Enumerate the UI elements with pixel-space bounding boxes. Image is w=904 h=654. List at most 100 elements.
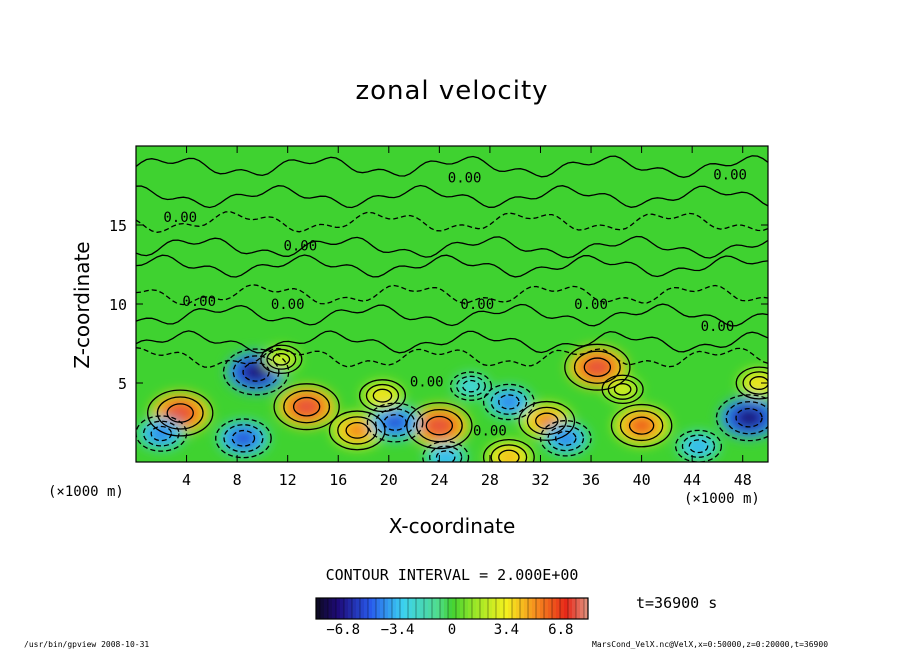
contour-line [136, 211, 768, 233]
colorbar-cell [456, 598, 461, 619]
contour-line [674, 429, 723, 462]
contour-line [136, 284, 768, 306]
contour-line [273, 383, 340, 431]
field-anomaly-10 [388, 418, 402, 427]
contour-line [526, 406, 567, 436]
contour-line [136, 303, 768, 327]
colorbar-cell [564, 598, 569, 619]
colorbar-cell [344, 598, 349, 619]
colorbar-cell [512, 598, 517, 619]
colorbar-cell [408, 598, 413, 619]
colorbar-cell [508, 598, 513, 619]
colorbar-cell [520, 598, 525, 619]
contour-line [232, 355, 280, 389]
colorbar-cell [524, 598, 529, 619]
field-anomaly-9 [237, 433, 250, 443]
colorbar-cell [568, 598, 573, 619]
x-tick-label: 24 [430, 471, 448, 489]
colorbar-tick-label: −3.4 [380, 622, 415, 638]
contour-line [406, 402, 473, 450]
contour-line [345, 422, 369, 439]
colorbar-frame [315, 597, 589, 620]
contour-line [283, 390, 331, 424]
contour-line [688, 439, 709, 454]
x-tick-label: 8 [233, 471, 242, 489]
colorbar-cell [544, 598, 549, 619]
contour-label: 0.00 [701, 319, 735, 335]
contour-line [365, 383, 400, 408]
contour-line [136, 184, 768, 209]
contour-line [147, 389, 214, 437]
colorbar-cell [396, 598, 401, 619]
contour-line [518, 400, 576, 441]
colorbar-cell [576, 598, 581, 619]
x-unit-right: (×1000 m) [684, 491, 760, 507]
colorbar-tick-label: −6.8 [326, 622, 361, 638]
field-anomaly-14 [691, 441, 706, 452]
contour-label: 0.00 [182, 294, 216, 310]
colorbar-cell [328, 598, 333, 619]
contour-line [490, 444, 528, 462]
contour-line [715, 394, 768, 442]
x-tick-label: 16 [329, 471, 347, 489]
colorbar-cell [320, 598, 325, 619]
contour-line [150, 425, 173, 442]
colorbar-cell [384, 598, 389, 619]
contour-line [292, 396, 321, 417]
x-tick-label: 40 [633, 471, 651, 489]
x-tick-label: 44 [683, 471, 701, 489]
colorbar-cell [420, 598, 425, 619]
contour-line [619, 410, 664, 442]
contour-line [547, 425, 585, 452]
field-anomaly-16 [503, 453, 515, 462]
colorbar-cell [352, 598, 357, 619]
contour-line [725, 401, 768, 435]
contour-line [681, 434, 716, 458]
colorbar-cell [488, 598, 493, 619]
colorbar-cell [548, 598, 553, 619]
contour-line [435, 450, 456, 462]
field-anomaly-1 [174, 408, 187, 418]
contour-line [358, 379, 407, 413]
x-tick-label: 20 [380, 471, 398, 489]
field-anomaly-2 [300, 402, 313, 411]
contour-label: 0.00 [283, 239, 317, 255]
colorbar-tick-label: 0 [447, 622, 457, 638]
colorbar-cell [580, 598, 585, 619]
colorbar-cell [340, 598, 345, 619]
field-anomaly-11 [503, 397, 515, 406]
contour-line [383, 414, 407, 431]
contour-interval-label: CONTOUR INTERVAL = 2.000E+00 [325, 566, 579, 584]
contour-line [136, 330, 768, 354]
contour-line [366, 402, 424, 443]
contour-line [215, 418, 272, 459]
contour-line [455, 375, 486, 397]
colorbar-cell [376, 598, 381, 619]
colorbar-cell [348, 598, 353, 619]
footer-command: /usr/bin/gpview 2008-10-31 [24, 640, 150, 649]
colorbar-cell [460, 598, 465, 619]
y-tick-label: 10 [109, 296, 127, 314]
colorbar-cell [360, 598, 365, 619]
contour-line [613, 383, 632, 396]
contour-line [554, 430, 577, 446]
contour-line [272, 353, 291, 366]
contour-line [498, 449, 520, 462]
contour-line [601, 374, 644, 405]
colorbar-cell [388, 598, 393, 619]
colorbar-cell [464, 598, 469, 619]
colorbar-cell [400, 598, 405, 619]
y-tick-label: 15 [109, 217, 127, 235]
colorbar-cell [532, 598, 537, 619]
x-tick-label: 12 [279, 471, 297, 489]
x-tick-label: 36 [582, 471, 600, 489]
x-axis-label: X-coordinate [388, 514, 516, 538]
contour-line [749, 376, 768, 390]
field-anomaly-20 [752, 378, 767, 388]
contour-line [573, 350, 621, 384]
contour-line [735, 366, 768, 400]
colorbar-tick-label: 6.8 [548, 622, 574, 638]
contour-line [628, 416, 655, 435]
contour-line [422, 440, 470, 462]
